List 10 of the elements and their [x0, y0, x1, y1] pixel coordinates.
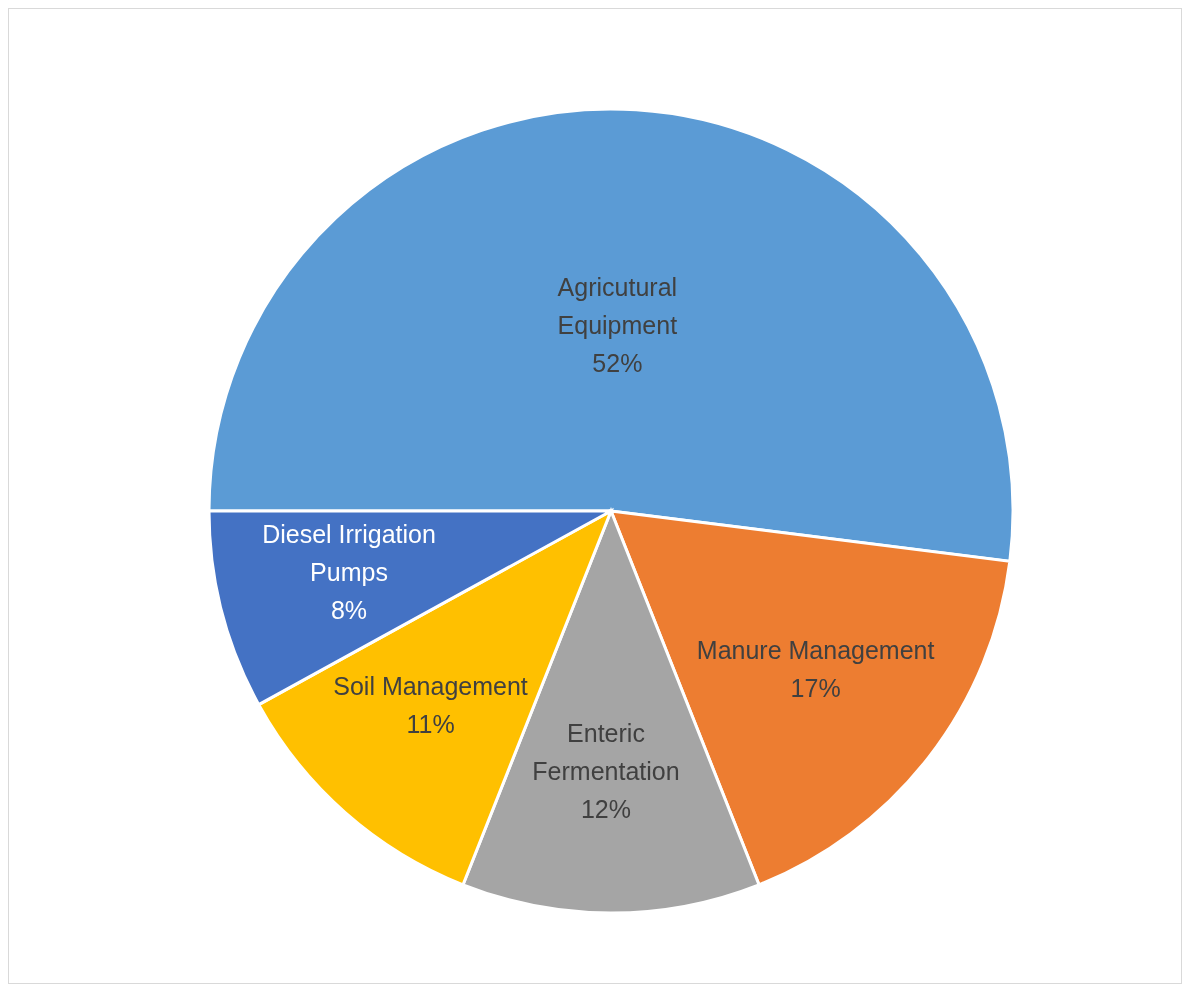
slice-label: Manure Management [696, 635, 935, 664]
data-label: 8% [330, 595, 368, 624]
data-label: 52% [592, 349, 643, 378]
slice-label: Diesel Irrigation Pumps [262, 519, 436, 586]
slice-label: Enteric Fermentation [532, 719, 680, 786]
data-label: 11% [406, 710, 455, 739]
data-label: 17% [790, 673, 841, 702]
slice-label: Soil Management [333, 672, 528, 701]
data-label: 12% [580, 795, 632, 824]
slice-label: Agricutural Equipment [557, 273, 678, 340]
